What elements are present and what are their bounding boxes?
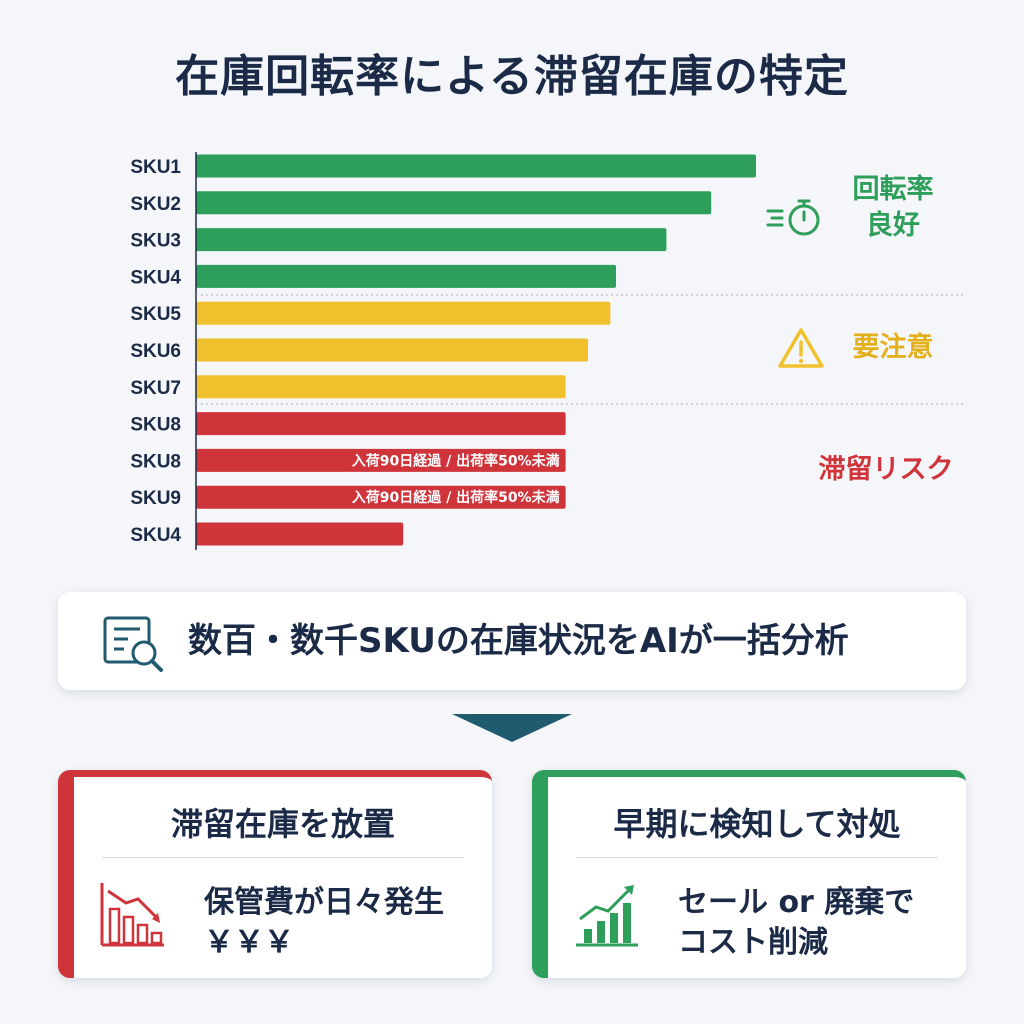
status-risk-label: 滞留リスク xyxy=(818,454,954,485)
early-action-card-divider xyxy=(576,857,938,858)
neglect-card-line2: ￥￥￥ xyxy=(204,925,294,960)
turnover-bar-chart: SKU1 SKU2 SKU3 SKU4 SKU5 SKU6 SKU7 SKU8 SKU8 入荷90… xyxy=(130,152,964,550)
bar-warn xyxy=(196,338,588,362)
warning-triangle-icon xyxy=(778,328,824,368)
bar-risk xyxy=(196,522,404,546)
category-label: SKU6 xyxy=(130,341,181,362)
category-label: SKU8 xyxy=(130,415,181,436)
bar-note-label: 入荷90日経過 / 出荷率50%未満 xyxy=(352,489,560,506)
bar-risk xyxy=(196,448,566,472)
status-good-line2: 良好 xyxy=(866,210,920,241)
neglect-card-title: 滞留在庫を放置 xyxy=(170,805,395,843)
bar-risk xyxy=(196,485,566,509)
status-good-label: 回転率 良好 xyxy=(838,172,948,244)
page-title: 在庫回転率による滞留在庫の特定 xyxy=(175,51,849,102)
bar-warn xyxy=(196,301,611,325)
bar-good xyxy=(196,264,616,288)
status-warn-label: 要注意 xyxy=(852,332,934,363)
stopwatch-icon xyxy=(766,199,820,236)
category-label: SKU4 xyxy=(130,525,181,546)
bar-note-label: 入荷90日経過 / 出荷率50%未満 xyxy=(352,452,560,469)
category-label: SKU3 xyxy=(130,231,181,252)
bar-warn xyxy=(196,375,566,399)
banner-text: 数百・数千SKUの在庫状況をAIが一括分析 xyxy=(188,621,849,661)
declining-bar-chart-icon xyxy=(100,883,164,947)
category-label: SKU8 xyxy=(130,451,181,472)
category-label: SKU7 xyxy=(130,378,181,399)
neglect-card-divider xyxy=(102,857,464,858)
rising-bar-chart-icon xyxy=(576,885,638,947)
bar-risk xyxy=(196,412,566,436)
early-action-card-line2: コスト削減 xyxy=(678,925,828,960)
neglect-card: 滞留在庫を放置 保管費が日々発生 ￥￥￥ xyxy=(58,770,492,978)
early-action-card-title: 早期に検知して対処 xyxy=(613,805,901,843)
bar-good xyxy=(196,154,756,178)
category-label: SKU4 xyxy=(130,267,181,288)
bar-good xyxy=(196,191,712,215)
neglect-card-line1: 保管費が日々発生 xyxy=(204,885,444,920)
analysis-banner: 数百・数千SKUの在庫状況をAIが一括分析 xyxy=(58,592,966,690)
early-action-card-line1: セール or 廃棄で xyxy=(678,885,915,920)
bar-good xyxy=(196,228,667,252)
category-label: SKU5 xyxy=(130,304,181,325)
category-label: SKU2 xyxy=(130,194,181,215)
status-good-line1: 回転率 xyxy=(852,174,934,205)
early-action-card: 早期に検知して対処 セール or 廃棄で コスト削減 xyxy=(532,770,966,978)
category-label: SKU9 xyxy=(130,488,181,509)
category-label: SKU1 xyxy=(130,157,181,178)
document-search-icon xyxy=(103,616,163,672)
down-arrow-icon xyxy=(452,714,572,742)
